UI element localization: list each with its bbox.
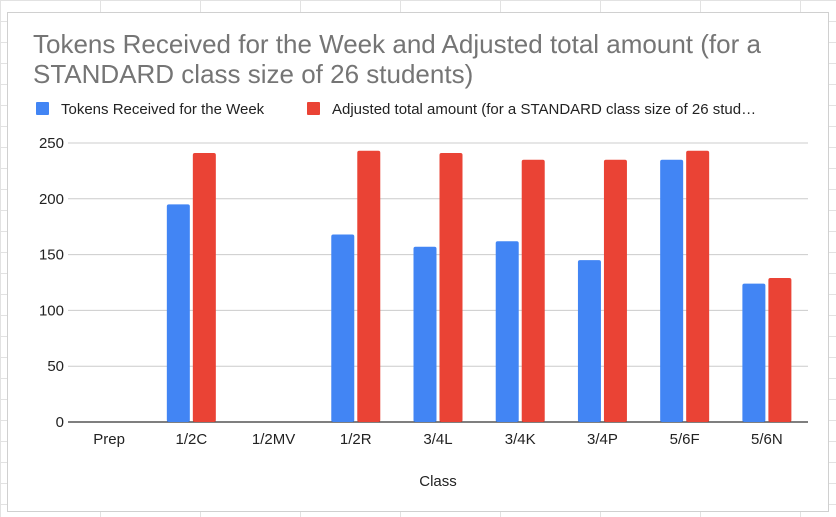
chart-title-line-1: Tokens Received for the Week and Adjuste… — [33, 29, 761, 59]
legend-swatch-series-2 — [307, 102, 320, 115]
y-tick-label: 150 — [39, 247, 64, 264]
y-tick-label: 50 — [47, 358, 64, 375]
chart-title-line-2: STANDARD class size of 26 students) — [33, 59, 473, 89]
bar-series-2-1-2r[interactable] — [357, 150, 381, 422]
x-tick-label: 5/6N — [751, 431, 783, 448]
bar-series-2-1-2c[interactable] — [192, 153, 216, 422]
x-tick-label: 1/2MV — [252, 431, 295, 448]
chart-container[interactable]: Tokens Received for the Week and Adjuste… — [7, 12, 829, 512]
bar-series-1-1-2r[interactable] — [331, 234, 355, 422]
bar-series-1-3-4l[interactable] — [413, 246, 437, 422]
y-tick-label: 200 — [39, 191, 64, 208]
bar-series-1-1-2c[interactable] — [166, 204, 190, 422]
x-tick-label: 5/6F — [670, 431, 700, 448]
bar-series-1-5-6f[interactable] — [660, 159, 684, 423]
y-tick-label: 0 — [56, 414, 64, 431]
legend-label-series-2: Adjusted total amount (for a STANDARD cl… — [332, 101, 756, 118]
x-tick-label: 3/4L — [423, 431, 452, 448]
y-axis-ticks: 0 50 100 150 200 250 — [39, 135, 64, 431]
legend-label-series-1: Tokens Received for the Week — [61, 101, 265, 118]
y-tick-label: 250 — [39, 135, 64, 152]
bar-series-2-5-6f[interactable] — [686, 150, 710, 422]
x-tick-label: 1/2C — [175, 431, 207, 448]
y-tick-label: 100 — [39, 302, 64, 319]
bar-series-2-3-4p[interactable] — [603, 159, 627, 423]
legend[interactable]: Tokens Received for the Week Adjusted to… — [36, 101, 756, 118]
bar-series-2-5-6n[interactable] — [768, 278, 792, 422]
x-tick-label: Prep — [93, 431, 125, 448]
bar-series-2-3-4k[interactable] — [521, 159, 545, 423]
bar-series-1-3-4k[interactable] — [495, 241, 519, 422]
x-tick-label: 1/2R — [340, 431, 372, 448]
x-tick-label: 3/4K — [505, 431, 536, 448]
bar-series-1-5-6n[interactable] — [742, 283, 766, 422]
bars — [166, 150, 792, 423]
legend-swatch-series-1 — [36, 102, 49, 115]
bar-chart: Tokens Received for the Week and Adjuste… — [33, 29, 808, 490]
x-axis-ticks: Prep 1/2C 1/2MV 1/2R 3/4L 3/4K 3/4P 5/6F 5/6N — [93, 431, 782, 448]
bar-series-2-3-4l[interactable] — [439, 153, 463, 422]
gridlines — [68, 142, 808, 423]
bar-series-1-3-4p[interactable] — [577, 260, 601, 422]
x-axis-title: Class — [419, 473, 457, 490]
x-tick-label: 3/4P — [587, 431, 618, 448]
